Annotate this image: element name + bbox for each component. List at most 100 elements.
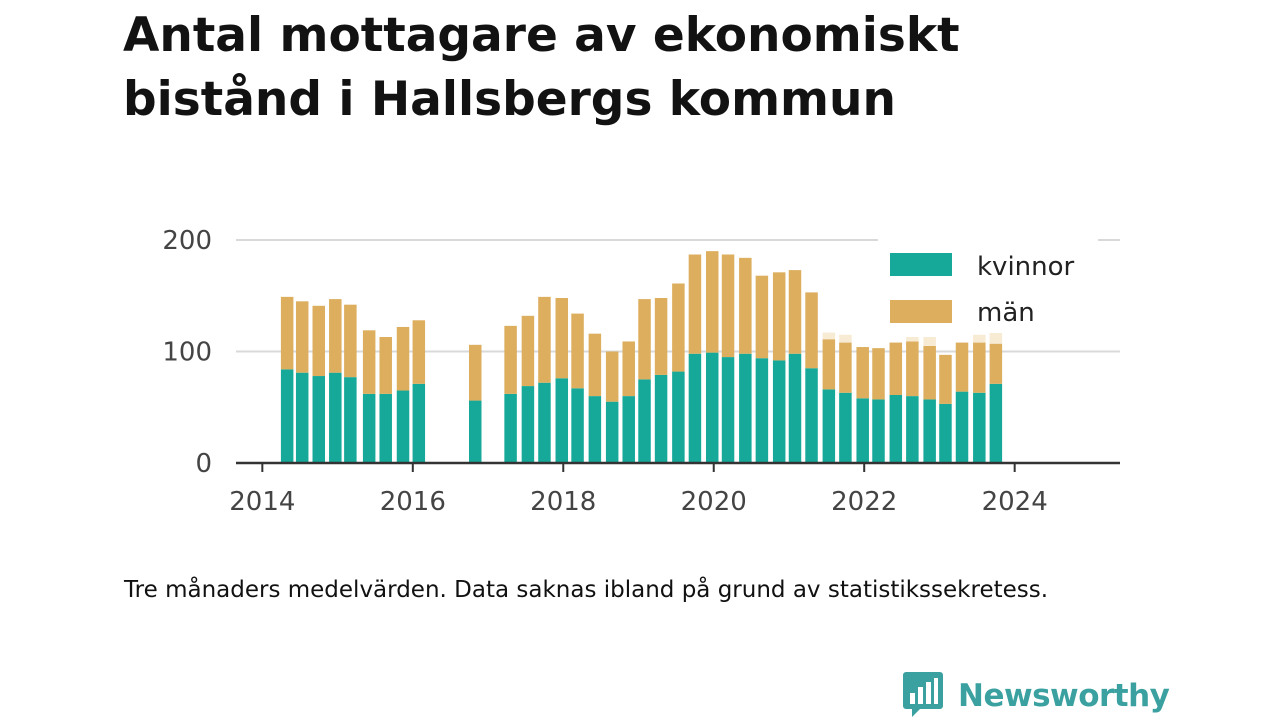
bar-kvinnor [989, 383, 1003, 463]
bar-faded-top [973, 334, 986, 343]
bar-man [538, 296, 551, 383]
bar-man [839, 342, 852, 393]
bar-man [412, 320, 426, 384]
bar-kvinnor [588, 396, 602, 463]
bar-man [588, 333, 602, 397]
bar-man [295, 301, 309, 373]
legend-label-kvinnor: kvinnor [977, 252, 1075, 282]
bar-man [973, 342, 986, 393]
bar-kvinnor [396, 390, 410, 463]
newsworthy-brand: Newsworthy [902, 670, 1170, 722]
y-tick-label: 0 [195, 449, 212, 479]
x-tick-label: 2020 [681, 487, 747, 517]
bar-man [822, 339, 836, 390]
bar-kvinnor [721, 357, 735, 463]
bar-kvinnor [688, 353, 702, 463]
bar-man [906, 341, 919, 397]
bar-faded-top [906, 337, 919, 342]
x-tick-label: 2014 [229, 487, 295, 517]
bar-kvinnor [280, 369, 294, 463]
bar-man [705, 251, 719, 353]
y-tick-label: 100 [162, 338, 212, 368]
bar-kvinnor [772, 360, 786, 463]
bar-kvinnor [538, 382, 551, 463]
bar-kvinnor [468, 400, 482, 463]
bar-kvinnor [739, 353, 752, 463]
bar-man [889, 342, 903, 395]
bar-man [504, 325, 517, 394]
bar-kvinnor [312, 376, 326, 463]
chart-title: Antal mottagare av ekonomiskt bistånd i … [123, 8, 960, 127]
bar-kvinnor [805, 368, 818, 463]
bar-man [396, 326, 410, 391]
bar-man [721, 254, 735, 358]
bar-kvinnor [955, 391, 969, 463]
bar-man [788, 270, 802, 354]
x-tick-label: 2022 [831, 487, 897, 517]
bar-man [672, 283, 685, 372]
legend: kvinnor män [878, 238, 1098, 333]
axes: 0 100 200 2014 2016 2018 2020 2022 2024 [162, 226, 1120, 517]
bar-man [571, 313, 584, 389]
bar-man [379, 337, 392, 394]
bar-man [688, 254, 702, 354]
bar-kvinnor [822, 389, 836, 463]
x-tick-label: 2016 [380, 487, 446, 517]
bar-man [739, 257, 752, 354]
bar-man [755, 275, 769, 359]
bar-man [989, 343, 1003, 384]
newsworthy-logo-icon [902, 670, 944, 722]
bar-kvinnor [839, 392, 852, 463]
bar-kvinnor [923, 399, 936, 463]
bar-man [805, 292, 818, 369]
bar-man [923, 345, 936, 400]
bar-kvinnor [638, 379, 651, 463]
bar-kvinnor [329, 372, 342, 463]
bar-man [939, 354, 952, 404]
bar-kvinnor [672, 371, 685, 463]
bar-man [622, 341, 635, 397]
bar-man [344, 304, 357, 378]
x-tick-label: 2018 [530, 487, 596, 517]
bar-man [329, 299, 342, 373]
bar-kvinnor [755, 358, 769, 463]
chart-caption: Tre månaders medelvärden. Data saknas ib… [124, 577, 1049, 603]
bar-kvinnor [555, 378, 569, 463]
bar-kvinnor [705, 352, 719, 463]
bar-kvinnor [872, 399, 885, 463]
bar-faded-top [923, 337, 936, 346]
bar-kvinnor [521, 386, 535, 463]
bar-kvinnor [788, 353, 802, 463]
bar-man [605, 351, 619, 402]
bar-kvinnor [939, 403, 952, 463]
bar-man [521, 315, 535, 387]
bar-kvinnor [654, 374, 668, 463]
bar-man [638, 299, 651, 380]
bar-kvinnor [379, 393, 392, 463]
bar-kvinnor [622, 396, 635, 463]
bar-man [362, 330, 376, 394]
bar-faded-top [839, 334, 852, 343]
bar-kvinnor [362, 393, 376, 463]
bar-man [872, 348, 885, 400]
bar-faded-top [822, 332, 836, 340]
bars [280, 251, 1003, 463]
bar-man [772, 272, 786, 361]
bar-kvinnor [973, 392, 986, 463]
y-tick-label: 200 [162, 226, 212, 256]
bar-kvinnor [571, 388, 584, 463]
legend-label-man: män [977, 298, 1035, 328]
bar-kvinnor [412, 383, 426, 463]
bar-kvinnor [605, 401, 619, 463]
brand-name: Newsworthy [958, 678, 1170, 714]
bar-kvinnor [344, 377, 357, 463]
bar-kvinnor [906, 396, 919, 463]
bar-man [856, 347, 869, 399]
bar-man [555, 297, 569, 379]
bar-man [312, 305, 326, 377]
bar-kvinnor [504, 393, 517, 463]
bar-kvinnor [856, 398, 869, 463]
x-tick-label: 2024 [982, 487, 1048, 517]
bar-man [955, 342, 969, 392]
